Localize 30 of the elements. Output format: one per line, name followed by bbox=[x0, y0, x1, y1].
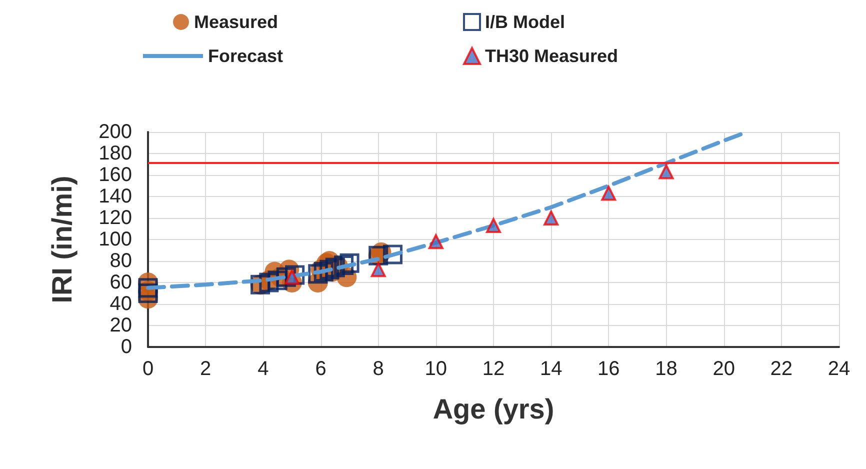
y-tick-label: 140 bbox=[98, 186, 132, 208]
legend-label: I/B Model bbox=[485, 12, 565, 32]
legend-label: Measured bbox=[194, 12, 278, 32]
x-tick-label: 6 bbox=[315, 358, 326, 380]
x-tick-label: 14 bbox=[540, 358, 562, 380]
x-tick-label: 4 bbox=[258, 358, 269, 380]
x-tick-label: 24 bbox=[828, 358, 850, 380]
y-tick-label: 80 bbox=[110, 250, 132, 272]
x-tick-label: 18 bbox=[655, 358, 678, 380]
x-tick-label: 20 bbox=[712, 358, 735, 380]
y-tick-label: 60 bbox=[110, 272, 132, 294]
x-axis-title: Age (yrs) bbox=[432, 394, 554, 424]
y-tick-label: 40 bbox=[110, 293, 132, 315]
x-tick-label: 22 bbox=[770, 358, 793, 380]
x-tick-label: 2 bbox=[200, 358, 212, 380]
legend-label: Forecast bbox=[208, 46, 284, 66]
y-tick-label: 200 bbox=[98, 121, 132, 143]
y-tick-label: 160 bbox=[98, 164, 132, 186]
y-tick-label: 120 bbox=[98, 207, 132, 229]
y-tick-label: 100 bbox=[98, 228, 132, 250]
y-tick-label: 0 bbox=[120, 336, 132, 358]
y-tick-label: 20 bbox=[110, 314, 132, 336]
y-axis-title: IRI (in/mi) bbox=[46, 176, 78, 304]
legend-label: TH30 Measured bbox=[485, 46, 618, 66]
x-tick-label: 0 bbox=[142, 358, 154, 380]
y-tick-label: 180 bbox=[98, 142, 132, 164]
x-tick-label: 8 bbox=[372, 358, 384, 380]
x-tick-label: 12 bbox=[482, 358, 505, 380]
x-tick-label: 10 bbox=[424, 358, 448, 380]
x-tick-label: 16 bbox=[598, 358, 620, 380]
